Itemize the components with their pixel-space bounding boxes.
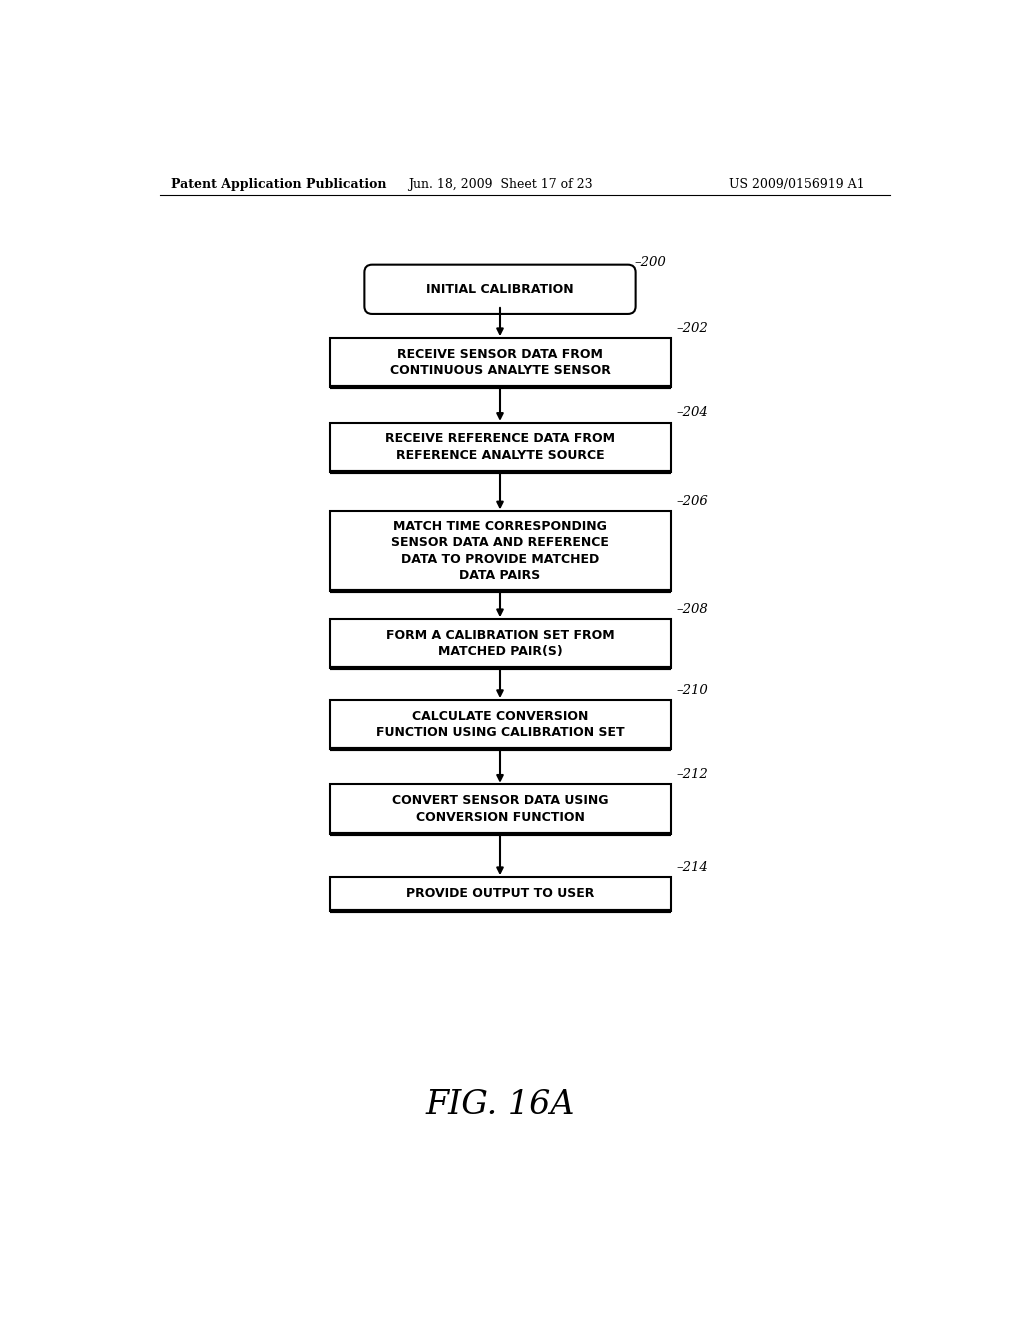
Bar (330, 619, 671, 668)
Text: –202: –202 (677, 322, 709, 335)
Text: –212: –212 (677, 768, 709, 781)
Text: FIG. 16A: FIG. 16A (425, 1089, 574, 1122)
Text: MATCH TIME CORRESPONDING
SENSOR DATA AND REFERENCE
DATA TO PROVIDE MATCHED
DATA : MATCH TIME CORRESPONDING SENSOR DATA AND… (391, 520, 609, 582)
Bar (330, 422, 671, 471)
Text: FORM A CALIBRATION SET FROM
MATCHED PAIR(S): FORM A CALIBRATION SET FROM MATCHED PAIR… (386, 628, 614, 659)
Text: –200: –200 (634, 256, 666, 269)
Text: –204: –204 (677, 407, 709, 420)
Text: –208: –208 (677, 603, 709, 615)
Bar (330, 700, 671, 748)
Text: Jun. 18, 2009  Sheet 17 of 23: Jun. 18, 2009 Sheet 17 of 23 (408, 178, 592, 190)
Text: Patent Application Publication: Patent Application Publication (171, 178, 386, 190)
Text: –210: –210 (677, 684, 709, 697)
Text: RECEIVE SENSOR DATA FROM
CONTINUOUS ANALYTE SENSOR: RECEIVE SENSOR DATA FROM CONTINUOUS ANAL… (389, 347, 610, 378)
Bar (330, 784, 671, 834)
Text: –206: –206 (677, 495, 709, 508)
Text: US 2009/0156919 A1: US 2009/0156919 A1 (729, 178, 864, 190)
FancyBboxPatch shape (365, 264, 636, 314)
Text: CALCULATE CONVERSION
FUNCTION USING CALIBRATION SET: CALCULATE CONVERSION FUNCTION USING CALI… (376, 710, 625, 739)
Bar (330, 876, 671, 911)
Text: CONVERT SENSOR DATA USING
CONVERSION FUNCTION: CONVERT SENSOR DATA USING CONVERSION FUN… (392, 795, 608, 824)
Bar (330, 338, 671, 387)
Bar (330, 511, 671, 591)
Text: PROVIDE OUTPUT TO USER: PROVIDE OUTPUT TO USER (406, 887, 594, 900)
Text: INITIAL CALIBRATION: INITIAL CALIBRATION (426, 282, 573, 296)
Text: –214: –214 (677, 861, 709, 874)
Text: RECEIVE REFERENCE DATA FROM
REFERENCE ANALYTE SOURCE: RECEIVE REFERENCE DATA FROM REFERENCE AN… (385, 433, 615, 462)
